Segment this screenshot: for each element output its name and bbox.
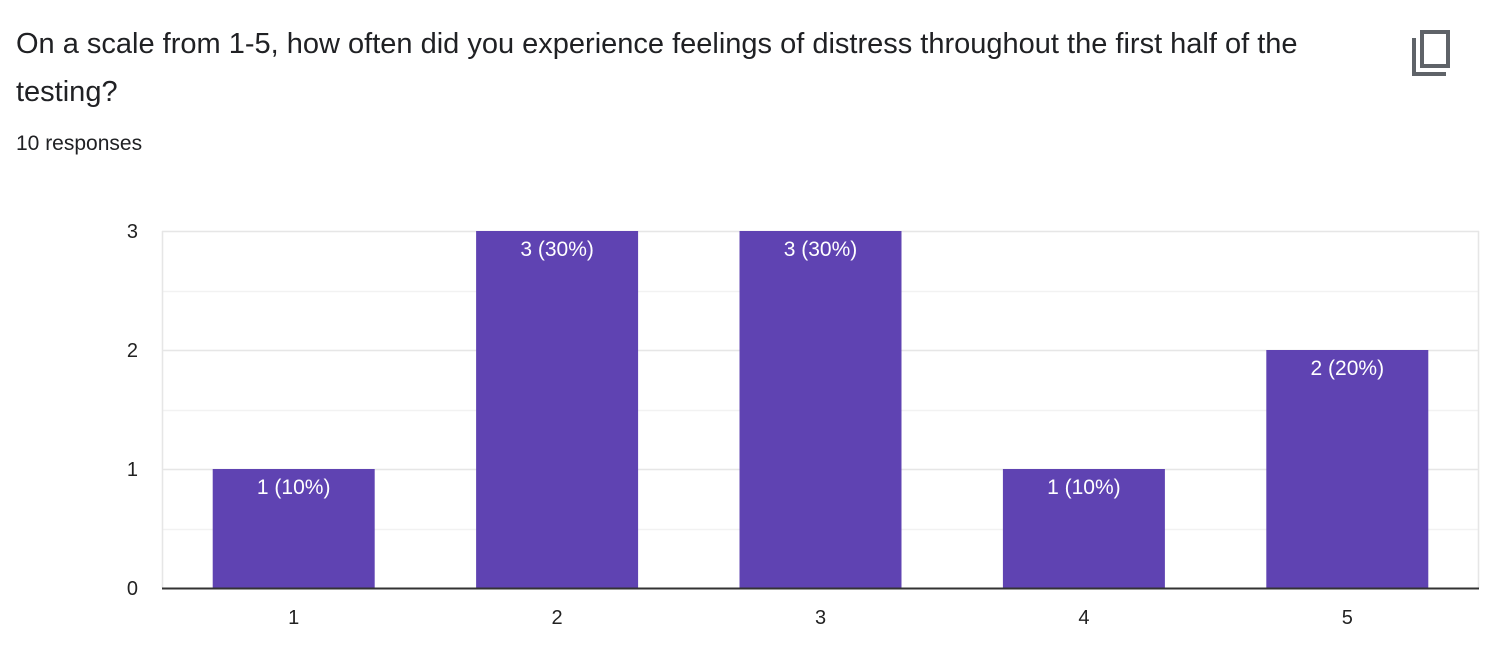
bar-data-label: 1 (10%) [1047,476,1121,499]
y-tick-label: 1 [127,459,138,481]
bar [212,469,375,588]
x-tick-label: 4 [1078,607,1089,629]
question-title: On a scale from 1-5, how often did you e… [16,28,1298,108]
y-tick-label: 2 [127,340,138,362]
bar-data-label: 3 (30%) [784,238,858,261]
copy-chart-button[interactable] [1400,24,1460,80]
x-tick-label: 2 [552,607,563,629]
x-tick-label: 5 [1342,607,1353,629]
response-count: 10 responses [16,132,143,155]
copy-icon [1412,30,1450,76]
bar [1002,469,1165,588]
y-tick-label: 0 [127,578,138,600]
bar [1266,350,1429,588]
bar-data-label: 2 (20%) [1311,357,1385,380]
bar [739,231,902,588]
bar [476,231,639,588]
x-tick-label: 3 [815,607,826,629]
x-tick-label: 1 [288,607,299,629]
y-tick-label: 3 [127,221,138,243]
bar-data-label: 1 (10%) [257,476,331,499]
bar-data-label: 3 (30%) [520,238,594,261]
